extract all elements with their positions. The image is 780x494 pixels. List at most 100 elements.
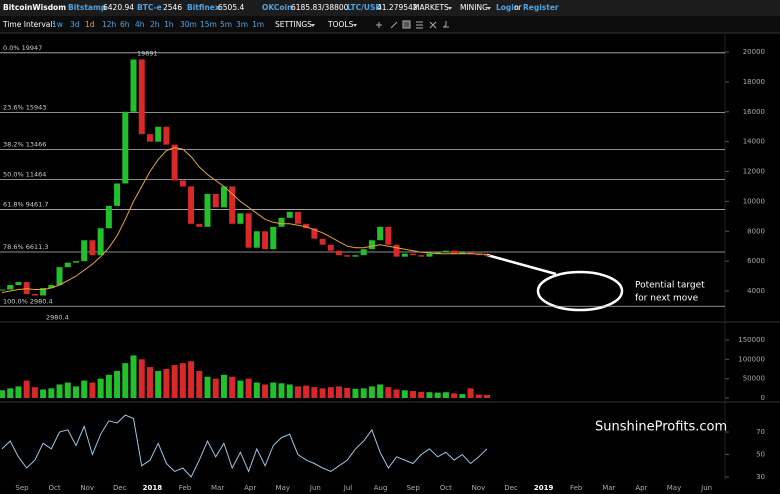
exchange[interactable]: OKCoin: [262, 3, 292, 12]
x-tick-label: Aug: [374, 484, 388, 492]
tool-icons[interactable]: [376, 20, 449, 29]
candle: [262, 231, 269, 250]
candle: [97, 228, 104, 256]
menu[interactable]: TOOLS: [327, 20, 354, 29]
candle: [40, 288, 47, 296]
volume-bar: [105, 374, 112, 398]
candle: [171, 144, 178, 181]
caret: [487, 7, 491, 10]
brand[interactable]: BitcoinWisdom: [3, 3, 66, 12]
candle: [336, 250, 343, 256]
login[interactable]: Login: [496, 3, 519, 12]
volume-bar: [262, 384, 269, 398]
volume-bar: [278, 383, 285, 398]
x-tick-label: Jul: [343, 484, 353, 492]
menu[interactable]: MINING: [460, 3, 488, 12]
candle: [105, 205, 112, 229]
volume-bar: [146, 367, 153, 398]
candle: [352, 255, 359, 257]
interval[interactable]: 12h: [102, 20, 117, 29]
exchange[interactable]: Bitstamp: [68, 3, 107, 12]
volume-bar: [344, 387, 351, 398]
interval[interactable]: 4h: [135, 20, 145, 29]
price: 6505.4: [218, 3, 244, 12]
exchange[interactable]: BTC-e: [137, 3, 162, 12]
x-tick-label: 2018: [143, 484, 163, 492]
x-tick-label: Oct: [440, 484, 452, 492]
volume-bar: [319, 388, 326, 398]
candle: [23, 282, 30, 295]
interval[interactable]: 1m: [252, 20, 264, 29]
candle: [245, 213, 252, 248]
volume-bar: [188, 361, 195, 398]
annotation: Potential target: [635, 281, 705, 291]
volume-bar: [72, 386, 79, 398]
caret: [448, 7, 452, 10]
candle: [146, 134, 153, 142]
interval[interactable]: 15m: [200, 20, 217, 29]
volume-bar: [163, 368, 170, 398]
candle: [188, 186, 195, 224]
volume-bar: [418, 391, 425, 398]
volume-bar: [114, 370, 121, 398]
volume-bar: [220, 374, 227, 398]
y-tick-label: 150000: [738, 336, 765, 344]
interval[interactable]: 1d: [85, 20, 95, 29]
exchange[interactable]: Bitfinex: [187, 3, 220, 12]
volume-bar: [352, 388, 359, 398]
volume-bar: [40, 389, 47, 398]
volume-bar: [237, 380, 244, 398]
volume-bar: [426, 392, 433, 398]
level-label: 100.0% 2980.4: [3, 297, 53, 305]
candle: [155, 126, 162, 142]
candle: [303, 223, 310, 229]
arrow: [486, 253, 557, 276]
x-tick-label: Oct: [49, 484, 61, 492]
candle: [56, 267, 63, 286]
candle: [7, 285, 14, 290]
register[interactable]: Register: [523, 3, 559, 12]
tool-icon[interactable]: [443, 21, 449, 28]
y-tick-label: 14000: [743, 138, 765, 146]
price: 41.279542: [377, 3, 418, 12]
volume-bar: [451, 393, 458, 398]
candle: [385, 226, 392, 245]
tool-icon[interactable]: [390, 21, 398, 29]
candle: [319, 238, 326, 245]
volume-bar: [48, 388, 55, 398]
volume-bar: [360, 388, 367, 398]
x-tick-label: Feb: [179, 484, 192, 492]
volume-bar: [385, 387, 392, 398]
interval[interactable]: 3d: [70, 20, 80, 29]
tool-icon[interactable]: [376, 22, 382, 28]
menu[interactable]: SETTINGS: [275, 20, 312, 29]
volume-bar: [89, 382, 96, 398]
x-tick-label: Dec: [504, 484, 518, 492]
exchange[interactable]: LTC/USD: [347, 3, 382, 12]
volume-bar: [171, 365, 178, 398]
tool-icon[interactable]: [416, 21, 423, 29]
candle: [138, 59, 145, 135]
volume-bar: [475, 394, 482, 398]
x-tick-label: Mar: [602, 484, 615, 492]
menu[interactable]: MARKETS: [413, 3, 449, 12]
interval[interactable]: 6h: [120, 20, 130, 29]
volume-bar: [64, 382, 71, 398]
interval[interactable]: 5m: [220, 20, 232, 29]
candle: [360, 249, 367, 256]
level-label: 38.2% 13466: [3, 141, 46, 149]
interval[interactable]: 1h: [164, 20, 174, 29]
interval[interactable]: 2h: [150, 20, 160, 29]
x-tick-label: Nov: [80, 484, 94, 492]
price: 6420.94: [103, 3, 134, 12]
candle: [220, 186, 227, 208]
volume-bar: [303, 385, 310, 398]
interval[interactable]: 30m: [180, 20, 197, 29]
candle: [311, 228, 318, 239]
candle: [0, 289, 5, 291]
tool-icon[interactable]: [402, 20, 411, 29]
tool-icon[interactable]: [429, 21, 437, 29]
interval[interactable]: 1w: [52, 20, 63, 29]
interval[interactable]: 3m: [236, 20, 248, 29]
